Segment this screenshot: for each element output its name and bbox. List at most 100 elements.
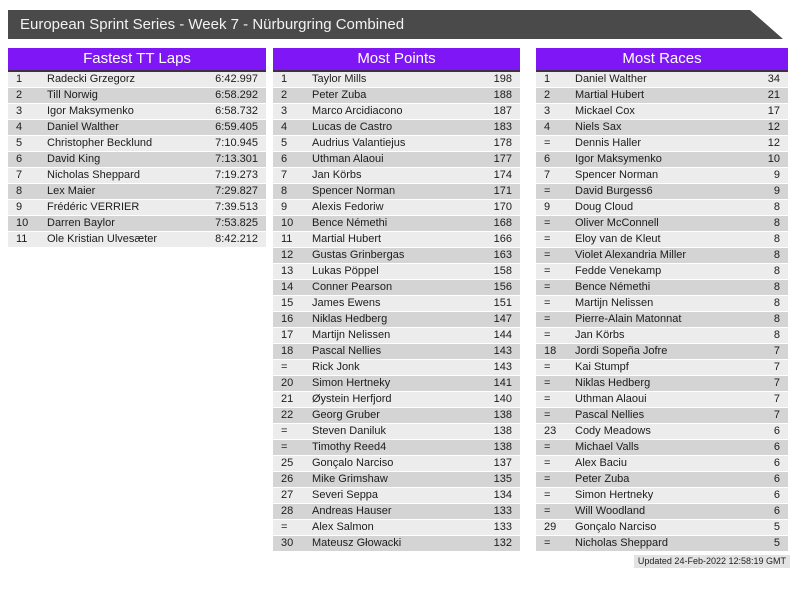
value-cell: 143 (493, 361, 512, 373)
title-bar: European Sprint Series - Week 7 - Nürbur… (8, 10, 783, 39)
table-row: = Alex Baciu 6 (536, 456, 788, 472)
rank-cell: 3 (16, 105, 23, 117)
value-cell: 133 (493, 505, 512, 517)
table-row: 6 Uthman Alaoui 177 (273, 152, 520, 168)
table-row: 11 Ole Kristian Ulvesæter 8:42.212 (8, 232, 266, 248)
name-cell: Mateusz Głowacki (312, 537, 402, 549)
name-cell: Alex Baciu (575, 457, 627, 469)
table-body: 1 Daniel Walther 34 2 Martial Hubert 21 3 Micka… (536, 72, 788, 552)
name-cell: Jan Körbs (575, 329, 625, 341)
name-cell: David Burgess6 (575, 185, 653, 197)
table-row: 23 Cody Meadows 6 (536, 424, 788, 440)
value-cell: 12 (767, 137, 780, 149)
table-row: 16 Niklas Hedberg 147 (273, 312, 520, 328)
rank-cell: = (544, 505, 551, 517)
value-cell: 183 (493, 121, 512, 133)
value-cell: 12 (767, 121, 780, 133)
value-cell: 151 (493, 297, 512, 309)
value-cell: 177 (493, 153, 512, 165)
name-cell: Spencer Norman (312, 185, 396, 197)
name-cell: Oliver McConnell (575, 217, 659, 229)
name-cell: Audrius Valantiejus (312, 137, 406, 149)
name-cell: Darren Baylor (47, 217, 115, 229)
table-row: 7 Jan Körbs 174 (273, 168, 520, 184)
value-cell: 138 (493, 441, 512, 453)
value-cell: 198 (493, 73, 512, 85)
value-cell: 135 (493, 473, 512, 485)
table-row: 15 James Ewens 151 (273, 296, 520, 312)
rank-cell: = (544, 249, 551, 261)
value-cell: 144 (493, 329, 512, 341)
value-cell: 6:42.997 (215, 73, 258, 85)
name-cell: Till Norwig (47, 89, 98, 101)
value-cell: 7 (773, 393, 780, 405)
table-row: 7 Spencer Norman 9 (536, 168, 788, 184)
name-cell: Uthman Alaoui (575, 393, 647, 405)
rank-cell: 6 (281, 153, 288, 165)
table-row: = Niklas Hedberg 7 (536, 376, 788, 392)
table-row: = David Burgess6 9 (536, 184, 788, 200)
rank-cell: 4 (16, 121, 23, 133)
value-cell: 8 (773, 249, 780, 261)
rank-cell: 20 (281, 377, 294, 389)
page-title: European Sprint Series - Week 7 - Nürbur… (20, 16, 405, 33)
value-cell: 6:59.405 (215, 121, 258, 133)
name-cell: Bence Némethi (312, 217, 388, 229)
rank-cell: 10 (16, 217, 29, 229)
value-cell: 6 (773, 489, 780, 501)
table-row: 8 Spencer Norman 171 (273, 184, 520, 200)
value-cell: 178 (493, 137, 512, 149)
name-cell: Eloy van de Kleut (575, 233, 661, 245)
table-row: 4 Niels Sax 12 (536, 120, 788, 136)
value-cell: 138 (493, 425, 512, 437)
leaderboard-fastest-tt-laps: Fastest TT Laps 1 Radecki Grzegorz 6:42.99… (8, 48, 266, 248)
name-cell: Kai Stumpf (575, 361, 629, 373)
table-row: = Will Woodland 6 (536, 504, 788, 520)
table-row: 25 Gonçalo Narciso 137 (273, 456, 520, 472)
rank-cell: = (281, 441, 288, 453)
name-cell: Timothy Reed4 (312, 441, 387, 453)
table-row: = Oliver McConnell 8 (536, 216, 788, 232)
name-cell: Daniel Walther (47, 121, 119, 133)
value-cell: 6 (773, 441, 780, 453)
rank-cell: = (281, 425, 288, 437)
name-cell: Lex Maier (47, 185, 96, 197)
rank-cell: = (544, 441, 551, 453)
rank-cell: 5 (281, 137, 288, 149)
name-cell: Gustas Grinbergas (312, 249, 405, 261)
name-cell: Niels Sax (575, 121, 622, 133)
rank-cell: 17 (281, 329, 294, 341)
rank-cell: 4 (281, 121, 288, 133)
value-cell: 9 (773, 169, 780, 181)
table-row: 26 Mike Grimshaw 135 (273, 472, 520, 488)
table-row: 30 Mateusz Głowacki 132 (273, 536, 520, 552)
rank-cell: = (544, 233, 551, 245)
value-cell: 8 (773, 281, 780, 293)
table-row: 5 Christopher Becklund 7:10.945 (8, 136, 266, 152)
rank-cell: 13 (281, 265, 294, 277)
value-cell: 8 (773, 297, 780, 309)
name-cell: Igor Maksymenko (47, 105, 134, 117)
name-cell: Marco Arcidiacono (312, 105, 403, 117)
rank-cell: 9 (16, 201, 23, 213)
table-row: 7 Nicholas Sheppard 7:19.273 (8, 168, 266, 184)
rank-cell: 12 (281, 249, 294, 261)
rank-cell: 8 (281, 185, 288, 197)
rank-cell: 10 (281, 217, 294, 229)
rank-cell: 26 (281, 473, 294, 485)
table-row: = Kai Stumpf 7 (536, 360, 788, 376)
rank-cell: = (544, 185, 551, 197)
table-title: Most Races (622, 50, 702, 67)
rank-cell: 22 (281, 409, 294, 421)
name-cell: Peter Zuba (312, 89, 367, 101)
name-cell: Will Woodland (575, 505, 646, 517)
name-cell: Pascal Nellies (312, 345, 382, 357)
table-row: 3 Marco Arcidiacono 187 (273, 104, 520, 120)
name-cell: Alex Salmon (312, 521, 374, 533)
table-row: 9 Frédéric VERRIER 7:39.513 (8, 200, 266, 216)
value-cell: 170 (493, 201, 512, 213)
table-row: 9 Doug Cloud 8 (536, 200, 788, 216)
table-row: 28 Andreas Hauser 133 (273, 504, 520, 520)
value-cell: 188 (493, 89, 512, 101)
name-cell: Simon Hertneky (575, 489, 654, 501)
